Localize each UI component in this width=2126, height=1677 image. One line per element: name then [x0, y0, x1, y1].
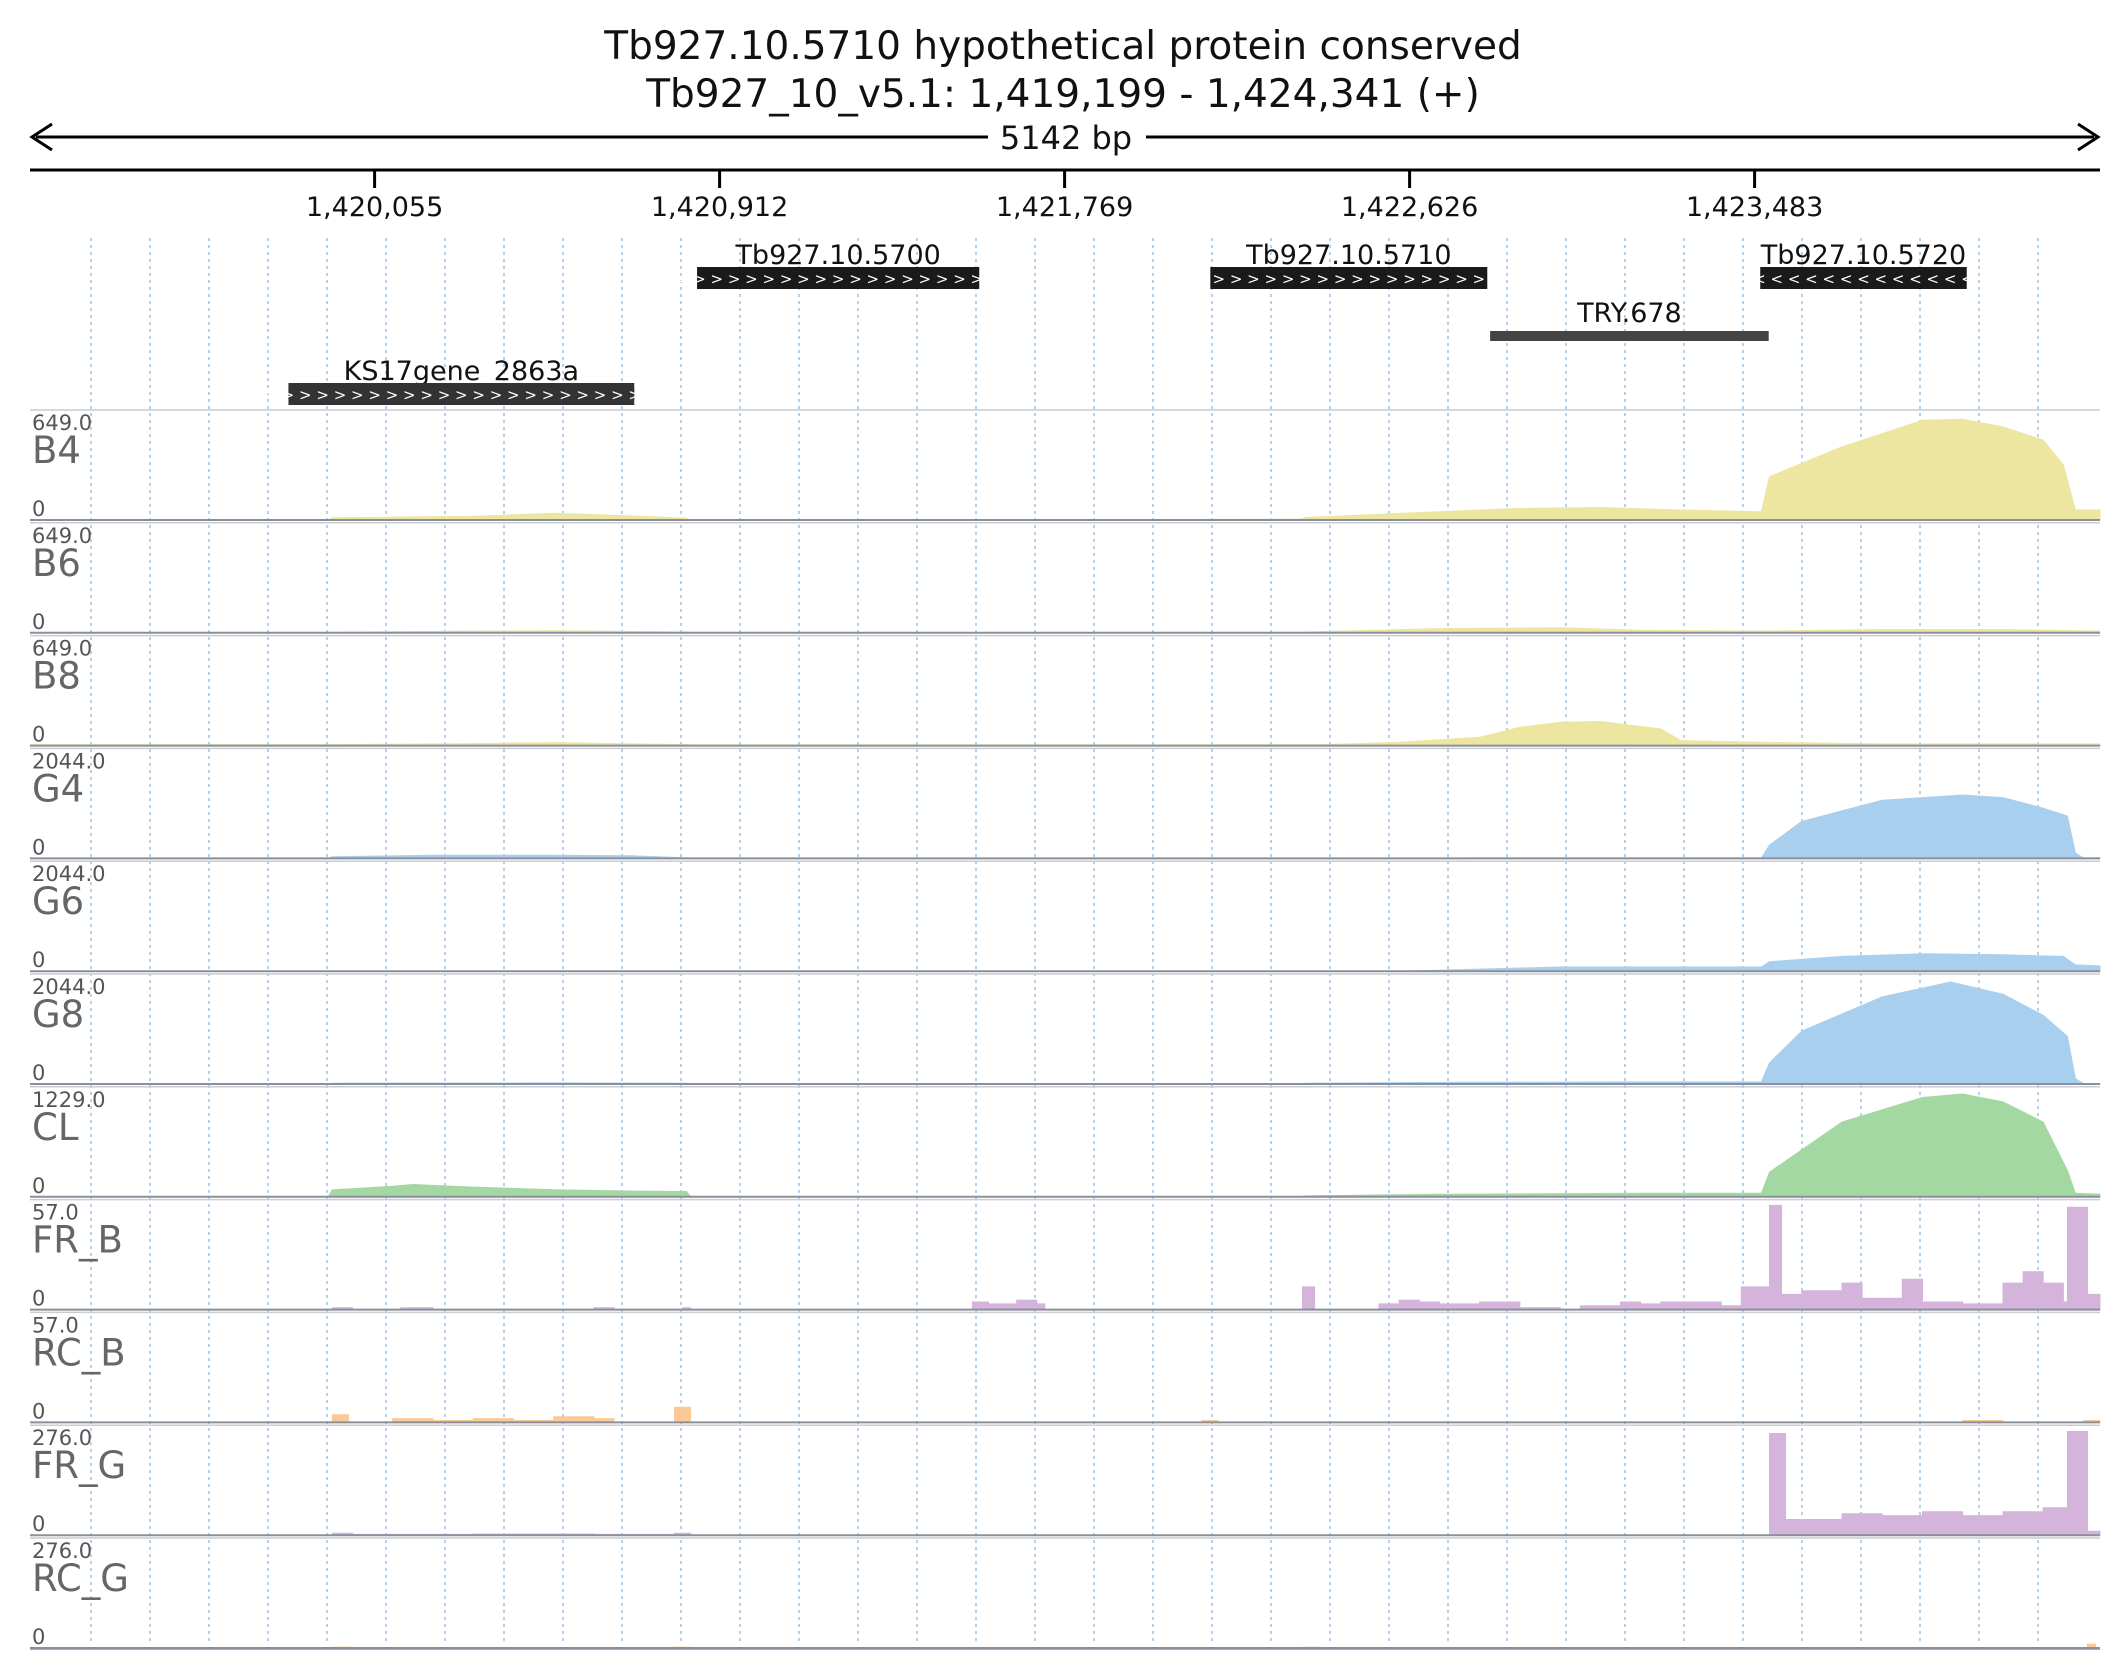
- track-min-label: 0: [32, 723, 45, 747]
- track-min-label: 0: [32, 497, 45, 521]
- track-signal-b6: [30, 627, 2101, 634]
- feature-label: Tb927.10.5700: [734, 240, 940, 271]
- track-name: B4: [32, 429, 81, 472]
- track-min-label: 0: [32, 948, 45, 972]
- feature-label: Tb927.10.5710: [1245, 240, 1451, 271]
- strand-arrows: > > > > > > > > > > > > > > > > > >: [1195, 270, 1502, 288]
- span-arrow-right-head: [2077, 122, 2101, 152]
- strand-arrows: < < < < < < < < < < < < <: [1753, 270, 1974, 288]
- track-name: RC_B: [32, 1331, 126, 1374]
- track-signal-fr-b: [30, 1204, 2101, 1311]
- track-name: G6: [32, 880, 84, 923]
- chart-title: Tb927.10.5710 hypothetical protein conse…: [604, 24, 1522, 69]
- track-signal-b8: [29, 720, 2101, 747]
- track-max-label: 57.0: [32, 1201, 79, 1225]
- track-max-label: 276.0: [32, 1426, 92, 1450]
- span-label: 5142 bp: [1000, 119, 1132, 157]
- locus-subtitle: Tb927_10_v5.1: 1,419,199 - 1,424,341 (+): [646, 72, 1480, 117]
- strand-arrows: > > > > > > > > > > > > > > > > > > >: [676, 270, 1001, 288]
- track-max-label: 276.0: [32, 1539, 92, 1563]
- track-signal-b4: [30, 418, 2101, 521]
- track-max-label: 649.0: [32, 524, 92, 548]
- feature-bar: [697, 267, 980, 289]
- track-name: B8: [32, 655, 81, 698]
- ruler-tick-label: 1,423,483: [1686, 192, 1823, 223]
- track-name: G8: [32, 993, 84, 1036]
- track-signal-g6: [30, 953, 2101, 972]
- track-max-label: 57.0: [32, 1313, 79, 1337]
- track-max-label: 1229.0: [32, 1088, 105, 1112]
- track-signal-rc-b: [30, 1406, 2101, 1423]
- track-max-label: 649.0: [32, 637, 92, 661]
- track-name: FR_G: [32, 1444, 126, 1487]
- track-name: B6: [32, 542, 81, 585]
- track-name: FR_B: [32, 1219, 123, 1262]
- track-max-label: 2044.0: [32, 975, 105, 999]
- track-signal-fr-g: [30, 1431, 2101, 1536]
- ruler-tick-label: 1,420,912: [651, 192, 788, 223]
- span-arrow-left-head: [29, 122, 53, 152]
- ruler-tick-label: 1,422,626: [1341, 192, 1478, 223]
- track-min-label: 0: [32, 1625, 45, 1649]
- track-max-label: 2044.0: [32, 862, 105, 886]
- track-name: RC_G: [32, 1557, 129, 1600]
- track-name: G4: [32, 767, 84, 810]
- track-max-label: 649.0: [32, 411, 92, 435]
- feature-label: KS17gene_2863a: [344, 356, 579, 387]
- track-min-label: 0: [32, 1061, 45, 1085]
- ruler-tick-label: 1,420,055: [306, 192, 443, 223]
- track-min-label: 0: [32, 1174, 45, 1198]
- track-min-label: 0: [32, 1399, 45, 1423]
- track-signal-cl: [30, 1093, 2101, 1198]
- track-signal-g8: [30, 981, 2101, 1085]
- feature-bar: [1760, 267, 1967, 289]
- track-name: CL: [32, 1106, 79, 1149]
- strand-arrows: > > > > > > > > > > > > > > > > > > > > …: [264, 386, 658, 404]
- feature-bar: [1490, 331, 1769, 341]
- track-max-label: 2044.0: [32, 749, 105, 773]
- feature-bar: [1210, 267, 1488, 289]
- track-min-label: 0: [32, 835, 45, 859]
- track-signal-g4: [30, 794, 2101, 859]
- feature-bar-thin: [288, 388, 635, 400]
- track-min-label: 0: [32, 1512, 45, 1536]
- feature-label: TRY.678: [1576, 298, 1682, 329]
- feature-label: Tb927.10.5720: [1760, 240, 1966, 271]
- track-min-label: 0: [32, 1287, 45, 1311]
- track-min-label: 0: [32, 610, 45, 634]
- ruler-tick-label: 1,421,769: [996, 192, 1133, 223]
